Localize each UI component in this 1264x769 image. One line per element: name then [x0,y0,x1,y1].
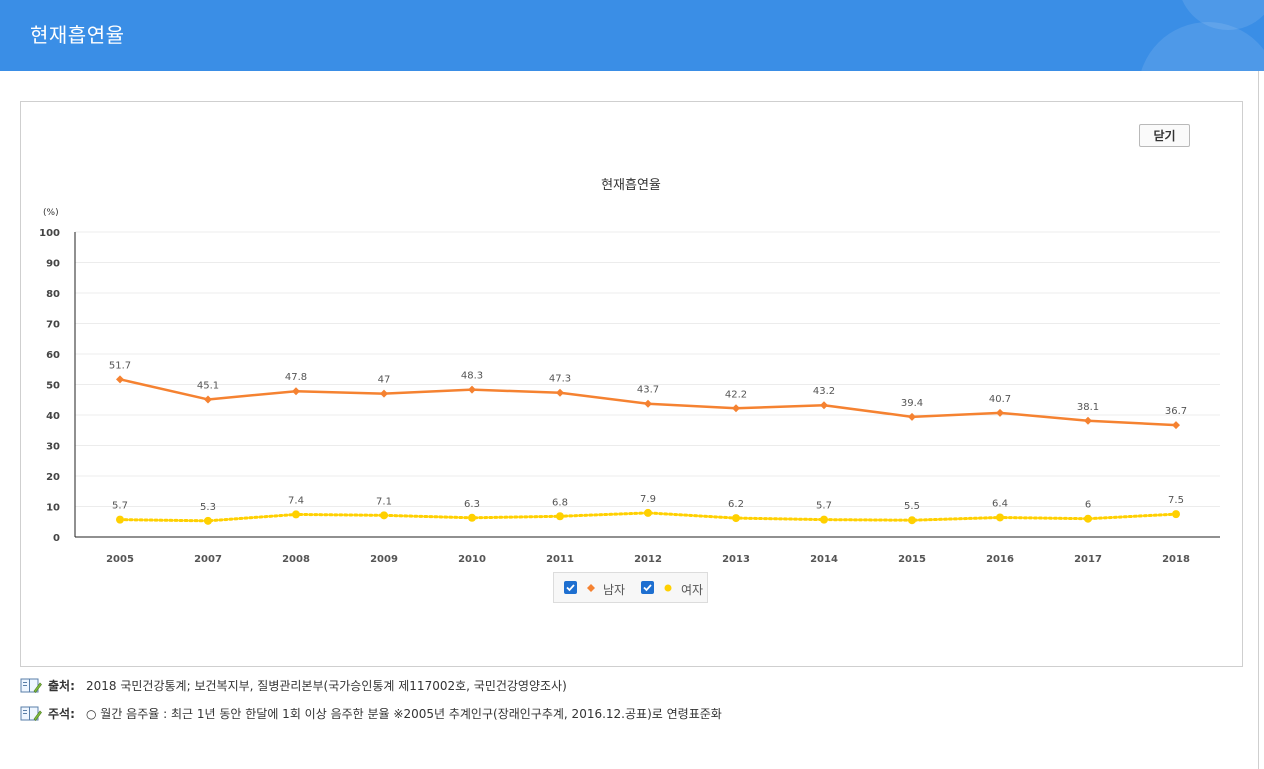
legend-checkbox-men[interactable] [564,581,577,594]
data-point [1084,514,1092,523]
data-point [644,508,652,517]
x-tick-label: 2011 [546,554,574,565]
data-label: 5.3 [200,502,216,513]
x-tick-label: 2014 [810,554,838,565]
data-point [116,375,124,384]
y-tick-label: 60 [46,350,60,361]
data-point [1084,416,1092,425]
data-point [908,516,916,525]
data-point [820,401,828,410]
data-label: 42.2 [725,389,747,400]
legend-checkbox-women[interactable] [641,581,654,594]
data-label: 6.8 [552,497,568,508]
y-tick-label: 90 [46,259,60,270]
data-label: 36.7 [1165,406,1187,417]
x-tick-label: 2012 [634,554,662,565]
data-label: 7.1 [376,496,392,507]
x-tick-label: 2008 [282,554,310,565]
y-axis-label: (%) [43,208,59,218]
data-label: 48.3 [461,371,483,382]
data-point [292,387,300,396]
y-tick-label: 20 [46,472,60,483]
data-point [1172,421,1180,430]
book-icon [20,706,42,721]
data-point [820,515,828,524]
data-point [292,510,300,519]
data-point [996,513,1004,522]
data-point [380,389,388,398]
close-button[interactable]: 닫기 [1139,124,1190,147]
data-label: 47.8 [285,372,307,383]
footnote-text: ○ 월간 음주율 : 최근 1년 동안 한달에 1회 이상 음주한 분율 ※20… [86,707,722,721]
footnote-label: 주석: [48,707,75,721]
data-point [732,514,740,523]
data-label: 6 [1085,500,1091,511]
circle-marker-icon [664,584,672,592]
data-point [556,512,564,521]
data-label: 5.5 [904,501,920,512]
x-tick-label: 2009 [370,554,398,565]
source-text: 2018 국민건강통계; 보건복지부, 질병관리본부(국가승인통계 제11700… [86,679,567,693]
x-tick-label: 2016 [986,554,1014,565]
data-label: 5.7 [112,501,128,512]
page-title: 현재흡연율 [30,23,125,47]
data-point [908,412,916,421]
data-label: 5.7 [816,501,832,512]
data-point [468,513,476,522]
x-tick-label: 2010 [458,554,486,565]
y-tick-label: 70 [46,320,60,331]
data-point [644,399,652,408]
data-point [116,515,124,524]
data-point [380,511,388,520]
data-label: 47 [378,375,391,386]
data-point [204,395,212,404]
data-label: 39.4 [901,398,923,409]
y-tick-label: 80 [46,289,60,300]
x-tick-label: 2005 [106,554,134,565]
x-tick-label: 2018 [1162,554,1190,565]
y-tick-label: 10 [46,503,60,514]
data-label: 38.1 [1077,402,1099,413]
y-tick-label: 30 [46,442,60,453]
data-point [1172,510,1180,519]
x-tick-label: 2013 [722,554,750,565]
chart-legend: 남자 여자 [553,572,708,603]
data-label: 6.3 [464,499,480,510]
data-label: 40.7 [989,394,1011,405]
window-edge [1258,71,1259,769]
data-point [468,385,476,394]
data-point [996,408,1004,417]
data-point [556,388,564,397]
data-label: 47.3 [549,374,571,385]
data-label: 6.4 [992,498,1008,509]
y-tick-label: 100 [39,228,60,239]
data-label: 51.7 [109,360,131,371]
source-label: 출처: [48,679,75,693]
page-header: 현재흡연율 [0,0,1264,71]
x-tick-label: 2015 [898,554,926,565]
x-tick-label: 2007 [194,554,222,565]
y-tick-label: 0 [53,533,60,544]
data-label: 7.5 [1168,495,1184,506]
y-tick-label: 40 [46,411,60,422]
legend-label-women[interactable]: 여자 [681,583,704,597]
data-label: 6.2 [728,499,744,510]
diamond-marker-icon [587,584,595,592]
data-point [732,404,740,413]
data-label: 45.1 [197,380,219,391]
book-icon [20,678,42,693]
data-label: 7.9 [640,494,656,505]
x-tick-label: 2017 [1074,554,1102,565]
y-tick-label: 50 [46,381,60,392]
legend-label-men[interactable]: 남자 [603,583,626,597]
data-point [204,516,212,525]
data-label: 43.2 [813,386,835,397]
data-label: 7.4 [288,495,304,506]
chart-title: 현재흡연율 [601,178,661,193]
data-label: 43.7 [637,385,659,396]
